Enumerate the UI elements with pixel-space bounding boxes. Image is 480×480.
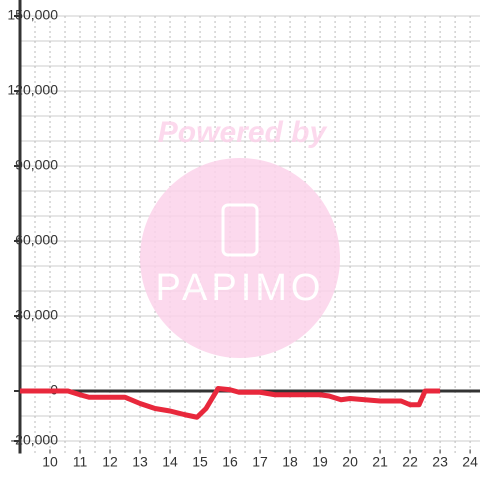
x-tick-label: 14 xyxy=(162,454,178,470)
x-tick-label: 15 xyxy=(192,454,208,470)
x-tick-label: 22 xyxy=(402,454,418,470)
watermark-phone xyxy=(221,203,259,257)
y-tick-label: -20,000 xyxy=(11,432,59,448)
x-tick-label: 23 xyxy=(432,454,448,470)
x-tick-label: 11 xyxy=(73,454,88,470)
x-tick-label: 18 xyxy=(282,454,298,470)
y-tick-label: 120,000 xyxy=(7,82,58,98)
x-tick-label: 20 xyxy=(342,454,358,470)
x-tick-label: 16 xyxy=(222,454,238,470)
y-tick-label: 90,000 xyxy=(15,157,58,173)
watermark-logo: PAPIMO xyxy=(156,267,325,309)
x-tick-label: 24 xyxy=(462,454,478,470)
x-tick-label: 12 xyxy=(102,454,118,470)
watermark-circle xyxy=(140,158,340,358)
y-tick-label: 30,000 xyxy=(15,307,58,323)
data-line xyxy=(20,386,441,420)
y-tick-label: 150,000 xyxy=(7,7,58,23)
y-tick-label: 60,000 xyxy=(15,232,58,248)
watermark-text: Powered by xyxy=(158,116,328,149)
x-tick-label: 13 xyxy=(132,454,148,470)
x-tick-label: 21 xyxy=(372,454,388,470)
x-tick-label: 17 xyxy=(252,454,268,470)
watermark: Powered by PAPIMO xyxy=(140,116,340,358)
x-tick-label: 10 xyxy=(42,454,58,470)
x-tick-label: 19 xyxy=(312,454,328,470)
